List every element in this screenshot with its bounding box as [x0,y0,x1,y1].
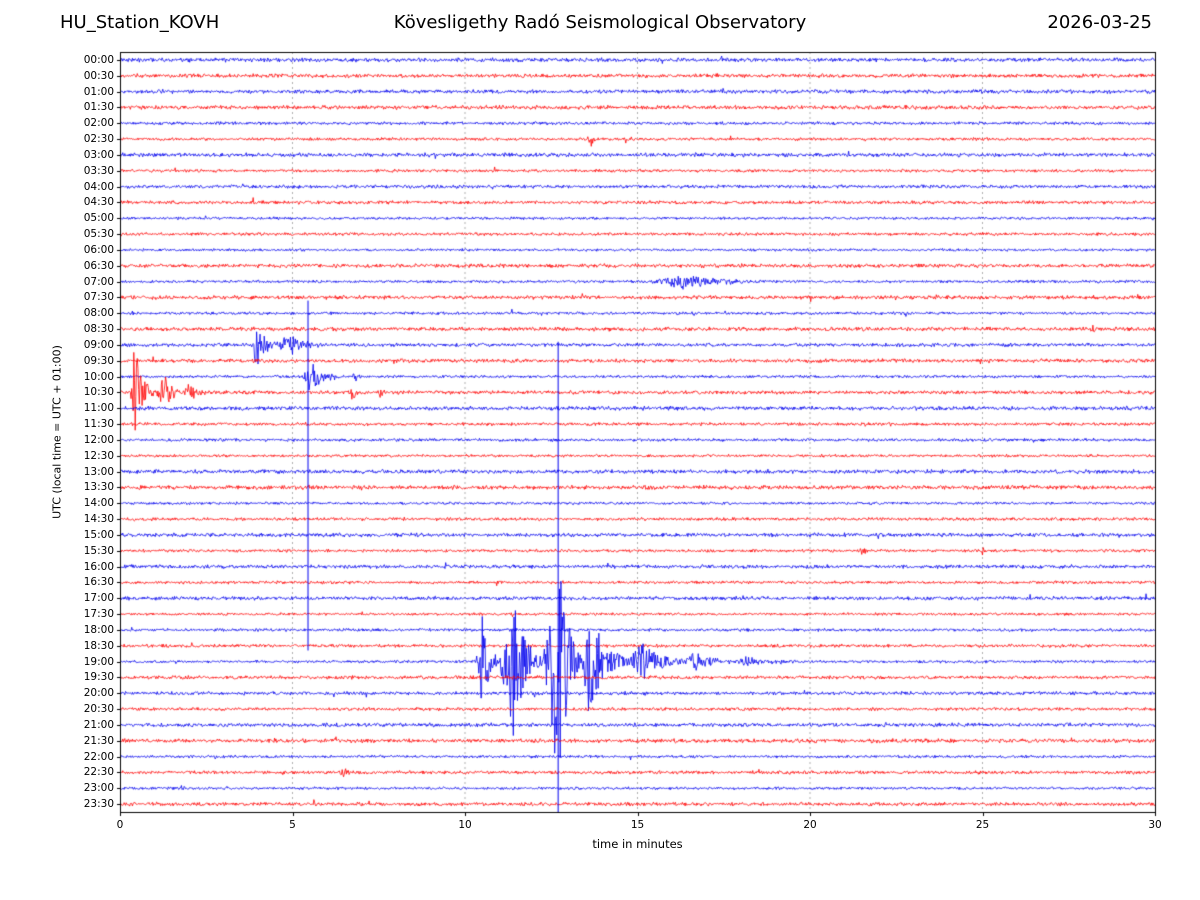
y-axis-label: 13:30 [83,481,114,494]
y-axis-label: 07:00 [83,275,114,288]
y-axis-label: 00:00 [83,53,114,66]
y-axis-label: 08:00 [83,307,114,320]
y-axis-label: 23:30 [83,798,114,811]
y-axis-label: 22:30 [83,766,114,779]
y-axis-label: 01:30 [83,101,114,114]
y-axis-label: 06:00 [83,243,114,256]
x-tick-label: 5 [289,819,296,831]
y-axis-label: 07:30 [83,291,114,304]
y-axis-label: 11:00 [83,402,114,415]
y-axis-label: 04:30 [83,196,114,209]
y-axis-label: 19:30 [83,671,114,684]
y-axis-label: 17:00 [83,592,114,605]
y-axis-label: 20:00 [83,687,114,700]
x-axis-title: time in minutes [592,837,683,851]
y-axis-label: 20:30 [83,703,114,716]
y-axis-label: 09:00 [83,338,114,351]
y-axis-label: 14:00 [83,497,114,510]
y-axis-label: 18:00 [83,623,114,636]
y-axis-label: 15:00 [83,528,114,541]
y-axis-label: 03:30 [83,164,114,177]
y-axis-label: 18:30 [83,639,114,652]
x-tick-label: 10 [458,819,472,831]
y-axis-label: 04:00 [83,180,114,193]
y-axis-label: 12:00 [83,433,114,446]
y-axis-label: 14:30 [83,513,114,526]
y-axis-label: 05:30 [83,228,114,241]
x-tick-label: 30 [1148,819,1162,831]
y-axis-label: 01:00 [83,85,114,98]
x-tick-label: 15 [630,819,645,831]
y-axis-label: 21:30 [83,734,114,747]
y-axis-label: 08:30 [83,323,114,336]
y-axis-label: 06:30 [83,259,114,272]
y-axis-label: 10:00 [83,370,114,383]
y-axis-label: 12:30 [83,449,114,462]
y-axis-label: 16:30 [83,576,114,589]
y-axis-label: 02:30 [83,133,114,146]
y-axis-label: 00:30 [83,69,114,82]
y-axis-label: 10:30 [83,386,114,399]
x-tick-label: 0 [116,819,124,831]
y-axis-label: 17:30 [83,608,114,621]
x-tick-label: 20 [803,819,817,831]
y-axis-label: 03:00 [83,148,114,161]
y-axis-label: 19:00 [83,655,114,668]
x-tick-label: 25 [975,819,990,831]
y-axis-label: 05:00 [83,212,114,225]
y-axis-label: 15:30 [83,544,114,557]
y-axis-label: 11:30 [83,418,114,431]
y-axis-label: 02:00 [83,117,114,130]
y-axis-label: 21:00 [83,718,114,731]
y-axis-label: 13:00 [83,465,114,478]
y-axis-label: 09:30 [83,354,114,367]
y-axis-label: 22:00 [83,750,114,763]
y-axis-label: 23:00 [83,782,114,795]
y-axis-title: UTC (local time = UTC + 01:00) [50,345,64,519]
y-axis-label: 16:00 [83,560,114,573]
